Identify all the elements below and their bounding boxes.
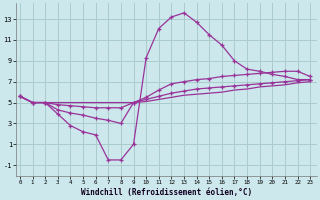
- X-axis label: Windchill (Refroidissement éolien,°C): Windchill (Refroidissement éolien,°C): [81, 188, 252, 197]
